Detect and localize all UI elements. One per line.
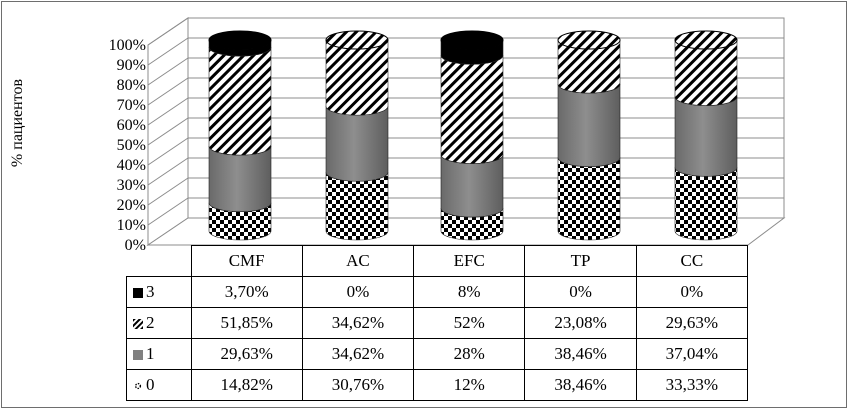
bar-top-cap [674, 30, 738, 50]
bar-segment [557, 84, 621, 167]
legend-swatch-checker [133, 381, 143, 392]
bar-segment [325, 39, 389, 116]
data-table: CMF AC EFC TP CC 3 3,70% 0% 8% 0% 0% 2 5… [126, 245, 749, 401]
data-label: 34,62% [301, 307, 415, 339]
data-label: 0% [635, 276, 749, 308]
legend-entry: 2 [126, 307, 192, 339]
legend-swatch-black [133, 288, 143, 299]
legend-label: 2 [146, 313, 155, 332]
data-label: 29,63% [190, 338, 303, 370]
y-axis-label: % пациентов [9, 78, 26, 167]
gridline [147, 37, 189, 66]
bar-segment [440, 154, 504, 218]
table-corner [126, 245, 192, 277]
data-label: 52% [413, 307, 526, 339]
legend-entry: 1 [126, 338, 192, 370]
gridline [147, 177, 189, 206]
category-label: TP [524, 245, 637, 277]
category-label: EFC [413, 245, 526, 277]
gridline [147, 157, 189, 186]
data-label: 23,08% [524, 307, 637, 339]
y-tick-label: 80% [117, 77, 146, 94]
bar-top-cap [208, 30, 272, 50]
data-label: 37,04% [635, 338, 749, 370]
legend-label: 0 [146, 375, 155, 394]
gridline [147, 57, 189, 86]
table-row-series-0: 0 14,82% 30,76% 12% 38,46% 33,33% [126, 369, 749, 401]
data-label: 30,76% [301, 369, 415, 401]
bar-top-cap [440, 30, 504, 50]
legend-label: 3 [146, 282, 155, 301]
y-tick-label: 100% [109, 37, 146, 54]
bar-segment [208, 47, 272, 156]
gridline [147, 77, 189, 106]
table-header-row: CMF AC EFC TP CC [126, 245, 749, 277]
bar-segment [325, 106, 389, 182]
category-label: AC [301, 245, 415, 277]
legend-swatch-gray [133, 350, 143, 361]
bar-top-cap [557, 30, 621, 50]
gridline [147, 17, 189, 46]
data-label: 38,46% [524, 369, 637, 401]
y-axis-ticks: 0%10%20%30%40%50%60%70%80%90%100% [109, 37, 146, 254]
data-label: 3,70% [190, 276, 303, 308]
bar-segment [208, 146, 272, 212]
data-label: 38,46% [524, 338, 637, 370]
data-label: 12% [413, 369, 526, 401]
y-tick-label: 70% [117, 97, 146, 114]
bar-segment [440, 55, 504, 164]
data-label: 34,62% [301, 338, 415, 370]
data-label: 0% [524, 276, 637, 308]
y-tick-label: 10% [117, 217, 146, 234]
data-label: 28% [413, 338, 526, 370]
data-label: 29,63% [635, 307, 749, 339]
legend-swatch-diagonal [133, 319, 143, 330]
gridline [147, 97, 189, 126]
data-label: 33,33% [635, 369, 749, 401]
data-label: 0% [301, 276, 415, 308]
legend-entry: 3 [126, 276, 192, 308]
data-label: 51,85% [190, 307, 303, 339]
bar-segment [674, 167, 738, 241]
gridline [147, 117, 189, 146]
gridline [147, 137, 189, 166]
y-tick-label: 40% [117, 157, 146, 174]
table-row-series-3: 3 3,70% 0% 8% 0% 0% [126, 276, 749, 308]
table-row-series-1: 1 29,63% 34,62% 28% 38,46% 37,04% [126, 338, 749, 370]
legend-label: 1 [146, 344, 155, 363]
y-axis-label-box: % пациентов [8, 0, 28, 245]
y-tick-label: 60% [117, 117, 146, 134]
gridline [147, 197, 189, 226]
bar-segment [674, 39, 738, 106]
bars [208, 30, 738, 241]
data-label: 8% [413, 276, 526, 308]
y-tick-label: 50% [117, 137, 146, 154]
bar-segment [325, 172, 389, 241]
table-row-series-2: 2 51,85% 34,62% 52% 23,08% 29,63% [126, 307, 749, 339]
y-tick-label: 20% [117, 197, 146, 214]
y-tick-label: 30% [117, 177, 146, 194]
category-label: CMF [190, 245, 303, 277]
y-tick-label: 90% [117, 57, 146, 74]
bar-segment [674, 96, 738, 177]
legend-entry: 0 [126, 369, 192, 401]
bar-top-cap [325, 30, 389, 50]
category-label: CC [635, 245, 749, 277]
bar-segment [557, 157, 621, 241]
data-label: 14,82% [190, 369, 303, 401]
